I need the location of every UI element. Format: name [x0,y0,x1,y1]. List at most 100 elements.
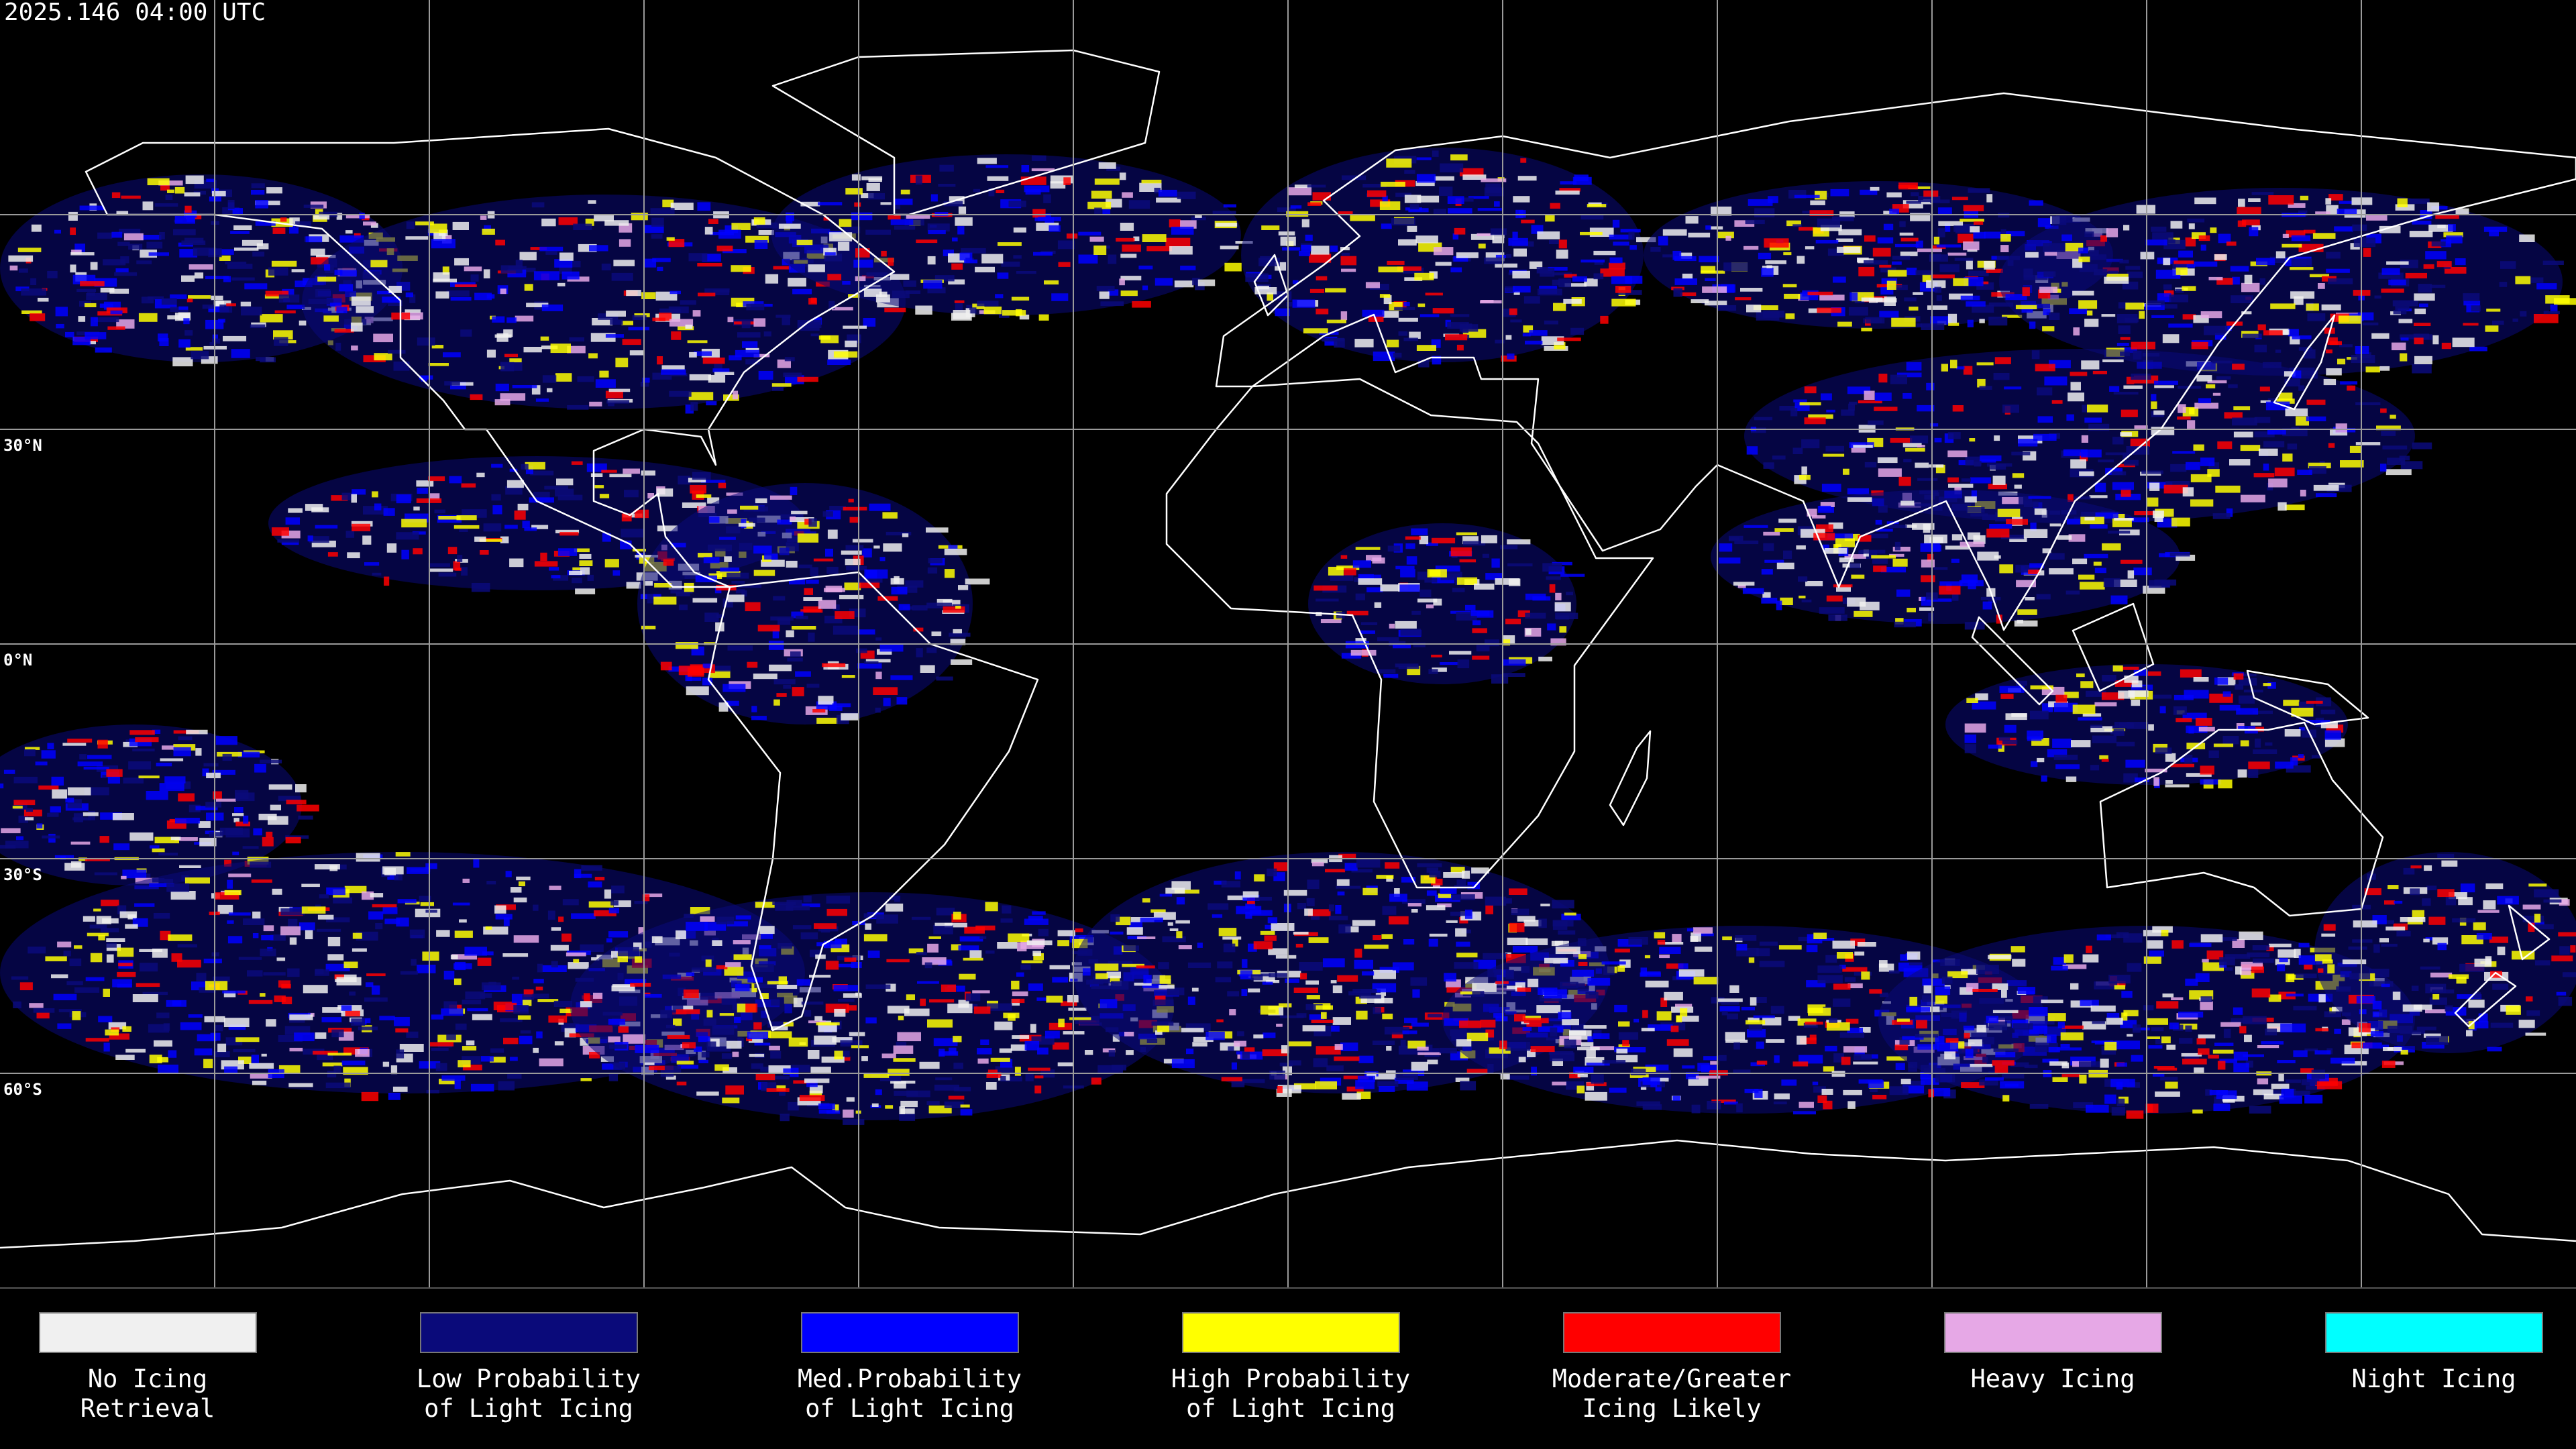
icing-cell [1098,162,1116,169]
icing-cell [2306,700,2323,704]
icing-cell [1963,205,1984,211]
icing-cell [1254,874,1265,881]
icing-cell [1916,323,1923,327]
icing-cell [767,1021,784,1028]
icing-cell [217,1043,227,1053]
icing-cell [1471,867,1489,874]
icing-cell [2006,519,2028,525]
icing-cell [483,926,508,935]
icing-cell [1929,254,1948,262]
icing-cell [1307,202,1322,206]
icing-cell [161,298,177,305]
icing-cell [2267,682,2276,689]
icing-cell [2238,199,2245,207]
icing-cell [1645,1064,1669,1072]
icing-cell [1013,255,1022,259]
icing-cell [2550,305,2558,313]
icing-cell [315,1032,327,1039]
icing-cell [1892,1020,1913,1025]
icing-cell [305,236,323,243]
icing-cell [2174,260,2194,264]
icing-cell [392,1086,408,1092]
icing-cell [1924,494,1935,500]
icing-cell [776,1085,786,1091]
icing-cell [1063,177,1071,185]
icing-cell [660,661,672,671]
icing-cell [1966,506,1985,513]
icing-cell [2079,1074,2087,1084]
icing-cell [2043,243,2065,252]
icing-cell [87,292,96,296]
icing-cell [2265,1028,2277,1036]
icing-cell [417,337,435,346]
icing-cell [680,300,696,305]
icing-cell [1293,1083,1316,1089]
icing-cell [1158,962,1169,969]
icing-cell [1460,1081,1477,1091]
icing-cell [2259,278,2265,285]
icing-cell [1590,1046,1615,1051]
icing-cell [2170,763,2194,767]
icing-cell [1921,1077,1939,1085]
icing-cell [2381,1044,2390,1049]
icing-cell [900,1100,918,1108]
icing-cell [1404,195,1421,203]
icing-cell [491,464,503,468]
icing-cell [1450,547,1472,557]
icing-cell [401,519,427,528]
icing-cell [574,873,592,878]
icing-cell [1336,885,1361,889]
icing-cell [1960,219,1984,222]
icing-cell [199,837,217,847]
icing-cell [466,1040,475,1046]
icing-cell [1234,1040,1246,1047]
icing-cell [1340,555,1348,559]
icing-cell [2127,271,2143,278]
icing-cell [1340,256,1357,266]
icing-cell [1381,223,1392,229]
icing-cell [70,264,76,273]
icing-cell [2400,353,2408,362]
icing-cell [2084,417,2102,423]
icing-cell [809,975,831,978]
icing-cell [960,1109,973,1116]
icing-cell [1892,261,1902,265]
icing-cell [954,300,965,303]
icing-cell [2031,350,2040,360]
icing-cell [1860,189,1878,195]
icing-cell [2118,325,2131,334]
icing-cell [1379,201,1401,210]
icing-cell [2300,370,2318,379]
icing-cell [173,747,191,757]
icing-cell [688,253,708,262]
icing-cell [1008,201,1026,207]
icing-cell [2247,952,2270,958]
icing-cell [83,916,95,922]
icing-cell [521,464,529,470]
icing-cell [158,1065,178,1073]
icing-cell [718,702,729,712]
icing-cell [1734,220,1755,227]
icing-cell [532,994,549,999]
icing-cell [2133,669,2148,676]
icing-cell [2090,724,2102,728]
icing-cell [165,195,173,200]
icing-cell [2284,371,2296,377]
icing-cell [2382,445,2408,449]
icing-cell [915,305,932,315]
icing-cell [716,246,733,252]
icing-cell [1341,653,1362,659]
icing-cell [8,255,34,262]
icing-cell [1119,172,1126,180]
icing-cell [1108,289,1119,296]
icing-cell [1069,1017,1091,1020]
icing-cell [429,1042,454,1046]
icing-cell [1854,610,1873,617]
icing-cell [1935,1073,1955,1083]
icing-cell [1195,214,1202,218]
icing-cell [1123,945,1139,951]
icing-cell [1143,975,1152,983]
icing-cell [1447,322,1469,329]
icing-cell [1338,924,1351,934]
icing-cell [462,1065,482,1071]
